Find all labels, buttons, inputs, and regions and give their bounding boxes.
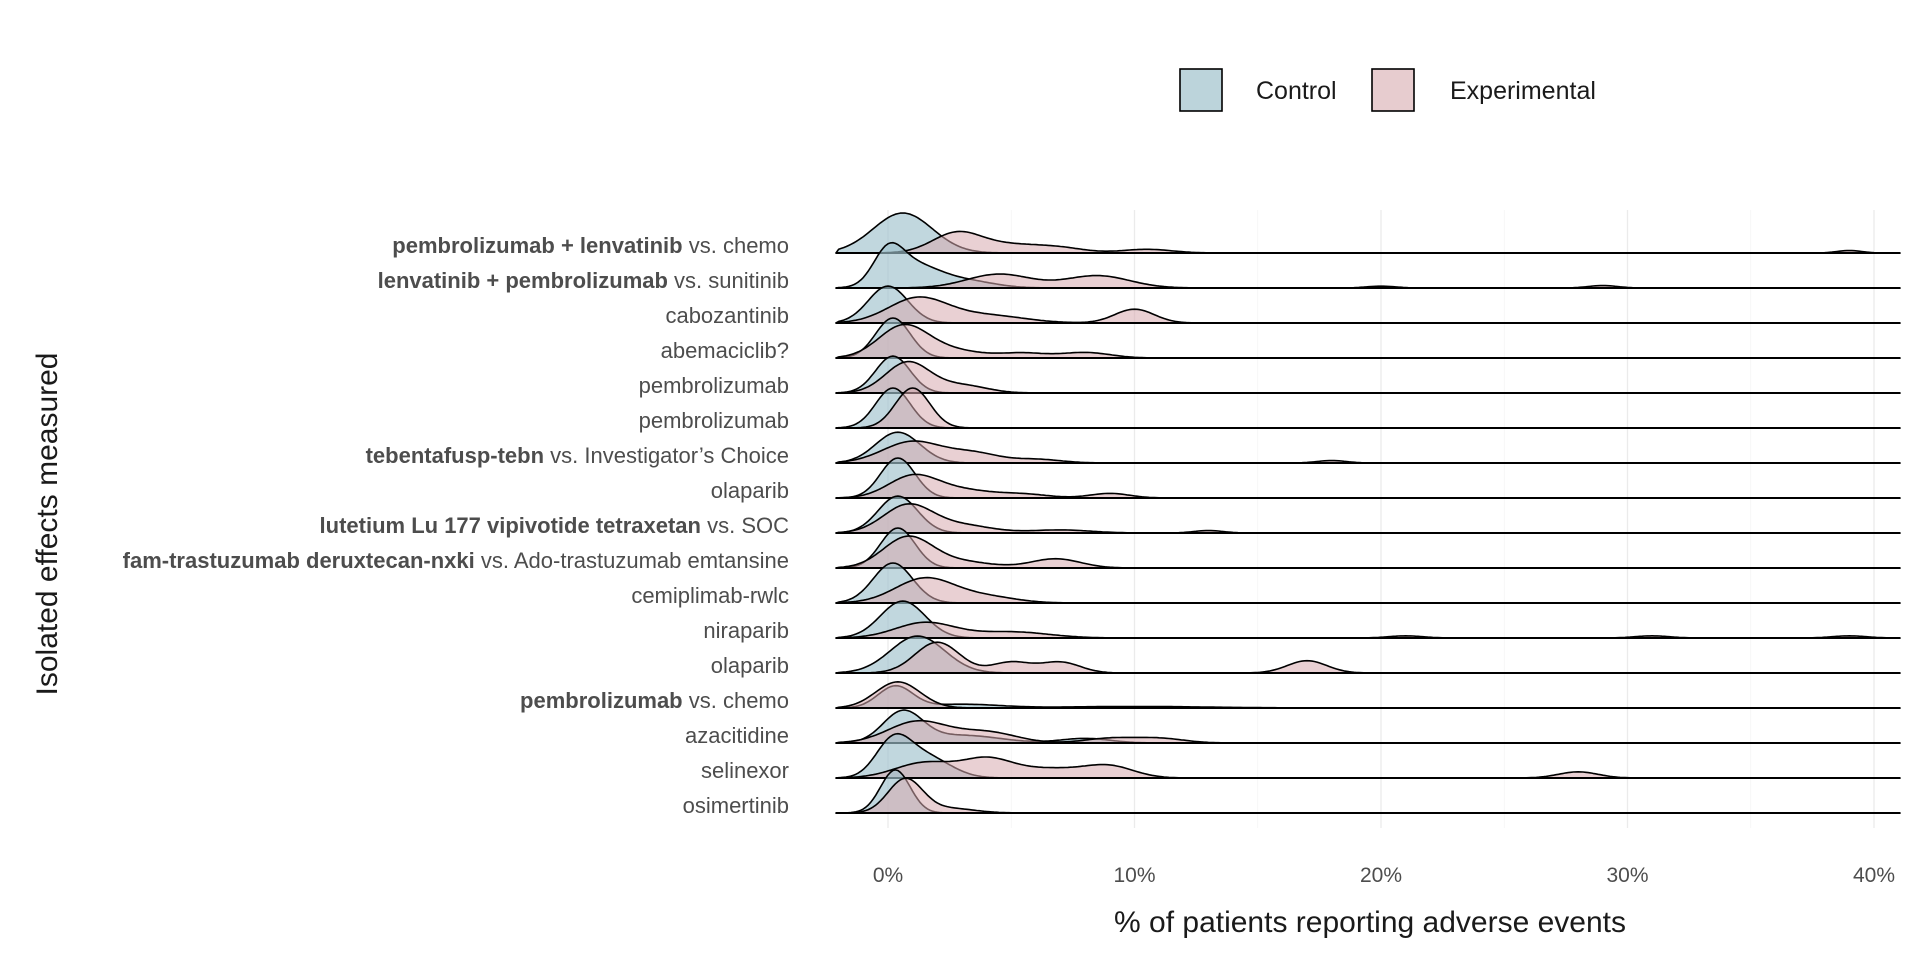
ridge-control [835, 355, 1901, 394]
ridge-row [835, 457, 1901, 499]
category-label: pembrolizumab + lenvatinib vs. chemo [392, 233, 789, 258]
ridge-experimental [835, 360, 1901, 394]
category-label: cabozantinib [665, 303, 789, 328]
x-tick-label: 30% [1606, 864, 1648, 887]
category-label: lutetium Lu 177 vipivotide tetraxetan vs… [320, 513, 790, 538]
ridge-row [835, 212, 1901, 254]
x-tick-labels: 0% 10% 20% 30% 40% [873, 864, 1895, 887]
ridge-experimental [835, 296, 1901, 324]
ridge-row [835, 709, 1901, 744]
ridge-row [835, 562, 1901, 604]
ridge-experimental [835, 273, 1901, 289]
x-gridlines [887, 210, 1875, 828]
category-label: olaparib [711, 478, 789, 503]
ridge-experimental [835, 535, 1901, 569]
y-axis-title: Isolated effects measured [31, 353, 64, 696]
ridge-experimental [835, 777, 1901, 814]
ridge-experimental [835, 323, 1901, 359]
ridge-control [835, 684, 1901, 709]
category-label: pembrolizumab [639, 408, 789, 433]
category-label: olaparib [711, 653, 789, 678]
x-tick-label: 40% [1853, 864, 1895, 887]
category-label: lenvatinib + pembrolizumab vs. sunitinib [378, 268, 789, 293]
ridge-row [835, 732, 1901, 779]
ridge-control [835, 495, 1901, 534]
category-label: abemaciclib? [661, 338, 789, 363]
ridge-row [835, 355, 1901, 394]
category-labels: pembrolizumab + lenvatinib vs. chemo lenv… [123, 233, 789, 818]
ridge-row [835, 681, 1901, 709]
ridge-row [835, 241, 1901, 289]
x-axis-title: % of patients reporting adverse events [1114, 906, 1626, 939]
ridge-experimental [835, 503, 1901, 534]
ridges [835, 212, 1901, 814]
ridge-experimental [835, 230, 1901, 254]
category-label: cemiplimab-rwlc [631, 583, 789, 608]
ridge-row [835, 387, 1901, 429]
ridge-row [835, 635, 1901, 674]
ridge-experimental [835, 473, 1901, 499]
ridge-row [835, 431, 1901, 464]
ridge-row [835, 600, 1901, 639]
ridge-row [835, 317, 1901, 359]
category-label: pembrolizumab vs. chemo [520, 688, 789, 713]
category-label: pembrolizumab [639, 373, 789, 398]
ridge-experimental [835, 756, 1901, 779]
legend-swatch-control [1179, 68, 1223, 112]
category-label: azacitidine [685, 723, 789, 748]
ridge-experimental [835, 576, 1901, 604]
x-tick-label: 20% [1360, 864, 1402, 887]
category-label: selinexor [701, 758, 789, 783]
ridge-row [835, 285, 1901, 324]
legend-label-control: Control [1256, 77, 1337, 105]
ridge-experimental [835, 621, 1901, 639]
category-label: niraparib [703, 618, 789, 643]
ridge-experimental [835, 681, 1901, 709]
x-tick-label: 10% [1113, 864, 1155, 887]
ridge-experimental [835, 440, 1901, 464]
ridge-row [835, 495, 1901, 534]
category-label: tebentafusp-tebn vs. Investigator’s Choi… [366, 443, 789, 468]
ridge-experimental [835, 641, 1901, 674]
category-label: fam-trastuzumab deruxtecan-nxki vs. Ado-… [123, 548, 789, 573]
ridge-experimental [835, 719, 1901, 744]
x-tick-label: 0% [873, 864, 903, 887]
ridge-row [835, 527, 1901, 569]
legend-label-experimental: Experimental [1450, 77, 1596, 105]
legend-swatch-experimental [1371, 68, 1415, 112]
ridge-row [835, 769, 1901, 814]
legend: Control Experimental [1179, 68, 1596, 112]
category-label: osimertinib [683, 793, 789, 818]
